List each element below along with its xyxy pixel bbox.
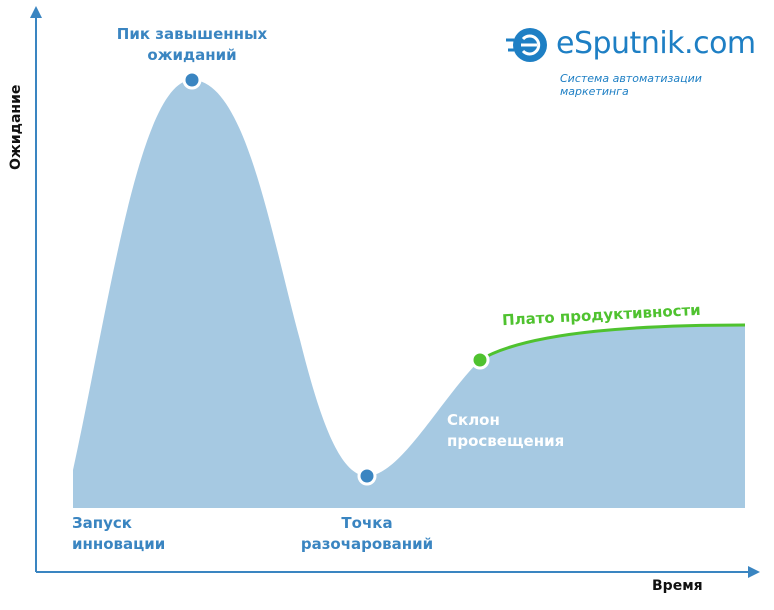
peak-dot [182,70,202,90]
slope-dot [470,350,490,370]
logo-icon [506,28,547,62]
phase-label: Точка разочарований [300,514,434,553]
y-arrow [30,6,42,18]
logo-name: eSputnik.com [556,26,756,61]
phase-label: Пик завышенных ожиданий [116,25,268,64]
x-arrow [748,566,760,578]
plateau-line [479,323,746,362]
trough-dot [357,466,377,486]
y-axis-label: Ожидание [8,84,24,170]
x-axis-label: Время [652,578,703,594]
logo-tagline: Система автоматизации маркетинга [560,72,702,98]
hype-area [73,80,745,508]
phase-label: Склон просвещения [447,411,565,450]
phase-label: Запуск инновации [72,514,166,553]
